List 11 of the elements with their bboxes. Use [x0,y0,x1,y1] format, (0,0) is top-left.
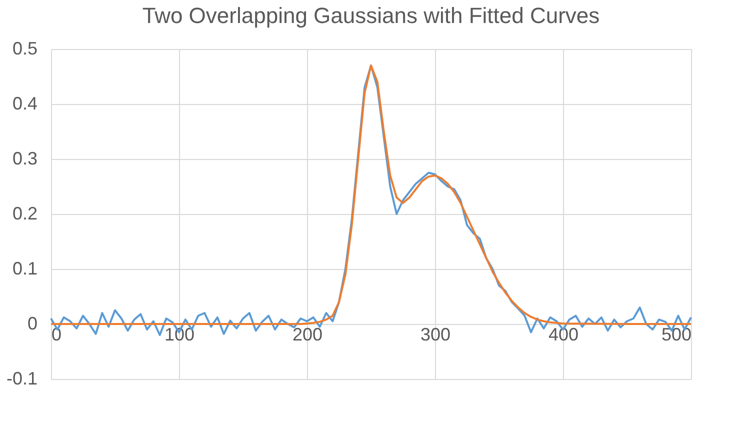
chart-title: Two Overlapping Gaussians with Fitted Curves [142,3,600,28]
y-tick-label: 0.3 [12,148,38,168]
y-tick-label: -0.1 [6,368,38,388]
x-tick-label: 300 [420,324,451,344]
y-tick-label: 0.1 [12,258,38,278]
y-tick-label: 0.5 [12,38,38,58]
x-tick-label: 200 [292,324,323,344]
x-tick-label: 500 [661,324,692,344]
y-tick-label: 0.2 [12,204,38,224]
x-tick-label: 400 [548,324,579,344]
y-tick-label: 0.4 [12,94,38,114]
